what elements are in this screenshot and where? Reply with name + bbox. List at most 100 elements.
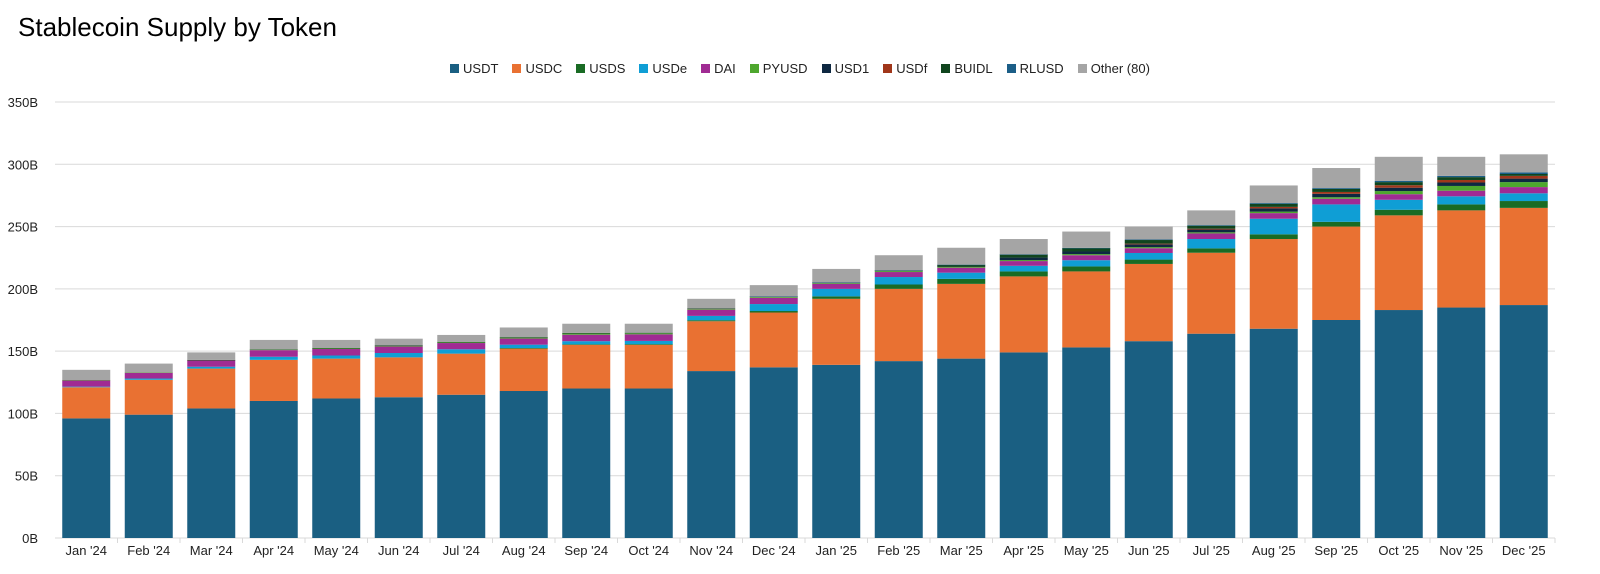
x-tick-label: Jun '24	[378, 543, 420, 558]
legend-item: PYUSD	[749, 61, 808, 76]
bar-segment-pyusd	[1437, 185, 1486, 191]
bar-segment-usdt	[874, 361, 923, 538]
bar-segment-usdc	[687, 321, 736, 372]
bar-segment-usde	[687, 315, 736, 321]
bar-segment-pyusd	[687, 309, 736, 310]
bar-segment-pyusd	[1187, 232, 1236, 234]
bar-segment-usde	[1187, 239, 1236, 249]
bar-segment-buidl	[1187, 225, 1236, 229]
bar-segment-dai	[1374, 194, 1423, 200]
bar-segment-usds	[1437, 204, 1486, 211]
bar-segment-usds	[1124, 259, 1173, 264]
bar-segment-usdc	[1374, 215, 1423, 311]
bar-segment-pyusd	[1249, 211, 1298, 214]
bar-segment-other-80-	[499, 327, 548, 338]
bar-segment-usds	[1187, 248, 1236, 253]
x-tick-label: Oct '25	[1378, 543, 1419, 558]
bar-segment-usd1	[1187, 229, 1236, 233]
bar-segment-usde	[1124, 252, 1173, 260]
bar-segment-other-80-	[1374, 156, 1423, 181]
bar-segment-usd1	[1312, 193, 1361, 198]
bar-segment-dai	[874, 272, 923, 278]
bar-segment-usde	[1499, 193, 1548, 202]
legend-item: USDf	[883, 61, 927, 76]
bar-segment-pyusd	[562, 333, 611, 335]
bar-segment-usdc	[499, 348, 548, 392]
bar-segment-usdf	[1187, 228, 1236, 230]
legend-item: BUIDL	[941, 61, 993, 76]
legend-swatch	[1077, 64, 1087, 73]
bar-segment-usdt	[1499, 305, 1548, 538]
bar-segment-usds	[812, 296, 861, 299]
bar-segment-usdc	[1062, 271, 1111, 348]
bar-segment-other-80-	[562, 323, 611, 333]
x-tick-label: May '25	[1064, 543, 1109, 558]
bar-segment-dai	[124, 372, 173, 379]
legend-label: RLUSD	[1019, 61, 1064, 76]
bar-segment-buidl	[937, 264, 986, 267]
bar-segment-pyusd	[1499, 182, 1548, 188]
bar-segment-dai	[1124, 248, 1173, 253]
legend-label: DAI	[714, 61, 736, 76]
bar-segment-other-80-	[937, 247, 986, 265]
bar-segment-usdt	[249, 400, 298, 538]
bar-segment-rlusd	[1374, 180, 1423, 183]
bar-segment-usds	[1374, 209, 1423, 216]
bar-segment-usdc	[1187, 252, 1236, 334]
bar-segment-usdc	[374, 357, 423, 398]
bar-segment-usde	[1062, 260, 1111, 267]
bar-segment-pyusd	[749, 297, 798, 298]
bar-segment-buidl	[499, 337, 548, 338]
bar-segment-other-80-	[624, 323, 673, 333]
bar-segment-usdc	[562, 344, 611, 389]
bar-segment-usds	[499, 348, 548, 349]
bar-segment-usd1	[1499, 178, 1548, 183]
bar-segment-pyusd	[1374, 191, 1423, 195]
bar-segment-usdc	[1124, 263, 1173, 342]
bar-segment-dai	[312, 349, 361, 356]
bar-segment-dai	[249, 350, 298, 357]
bar-segment-rlusd	[1249, 203, 1298, 204]
bar-segment-usd1	[1124, 244, 1173, 248]
legend-label: USDT	[463, 61, 499, 76]
bar-segment-rlusd	[1312, 188, 1361, 189]
bar-segment-usds	[999, 271, 1048, 277]
bar-segment-usde	[374, 353, 423, 358]
bar-segment-usds	[1312, 221, 1361, 227]
bar-segment-usdf	[1499, 175, 1548, 179]
bar-segment-dai	[937, 267, 986, 273]
legend-label: USDe	[652, 61, 688, 76]
x-tick-label: Apr '25	[1003, 543, 1044, 558]
x-tick-label: Sep '25	[1314, 543, 1358, 558]
bar-segment-other-80-	[1124, 226, 1173, 240]
legend-label: USDf	[896, 61, 928, 76]
legend-swatch	[450, 64, 460, 73]
bar-segment-buidl	[999, 254, 1048, 258]
bar-segment-usde	[437, 349, 486, 354]
bar-segment-rlusd	[937, 264, 986, 266]
bar-segment-usdc	[749, 312, 798, 368]
bar-segment-usdc	[937, 283, 986, 359]
bar-segment-usdt	[937, 358, 986, 538]
bar-segment-usdt	[1187, 333, 1236, 538]
bar-segment-usdt	[812, 364, 861, 538]
y-tick-label: 100B	[8, 406, 38, 421]
bar-segment-rlusd	[812, 282, 861, 283]
bar-segment-usde	[249, 356, 298, 360]
bar-segment-usdt	[437, 394, 486, 538]
bar-segment-pyusd	[124, 372, 173, 373]
x-tick-label: Aug '24	[502, 543, 546, 558]
bar-segment-usds	[749, 311, 798, 313]
bar-segment-usdc	[812, 298, 861, 365]
bar-segment-usdt	[1437, 307, 1486, 538]
bar-segment-usde	[812, 288, 861, 297]
bar-segment-usdc	[249, 359, 298, 401]
y-tick-label: 250B	[8, 220, 38, 235]
legend-label: BUIDL	[954, 61, 993, 76]
bar-segment-usde	[312, 355, 361, 359]
bar-segment-other-80-	[374, 338, 423, 346]
y-tick-label: 150B	[8, 344, 38, 359]
bar-segment-other-80-	[1062, 231, 1111, 248]
x-tick-label: Mar '24	[190, 543, 233, 558]
bar-segment-dai	[1312, 198, 1361, 205]
